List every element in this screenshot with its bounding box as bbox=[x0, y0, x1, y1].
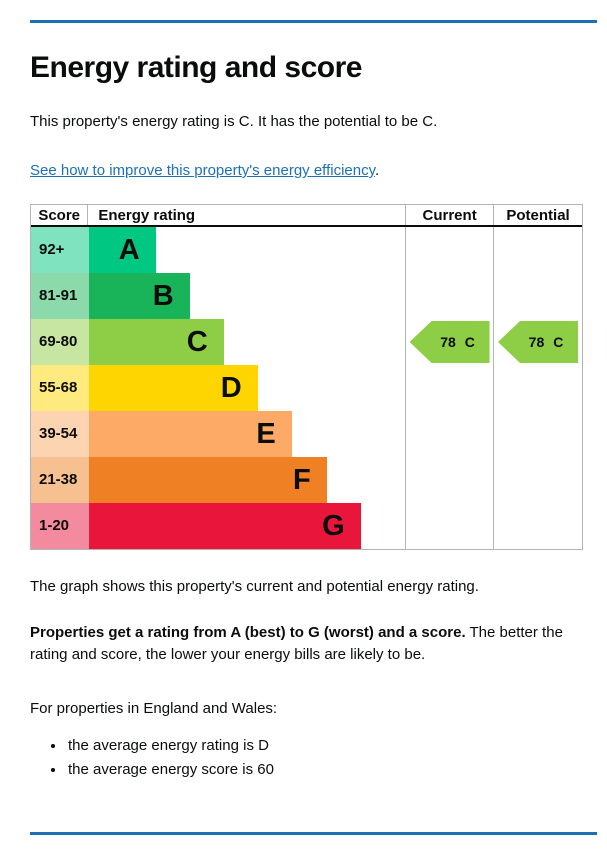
current-cell-f bbox=[405, 457, 493, 503]
energy-rating-chart: Score Energy rating Current Potential 92… bbox=[30, 204, 583, 550]
band-bar-a: A bbox=[88, 227, 156, 273]
band-row-c: 69-80 C 78 C 78 C bbox=[31, 319, 582, 365]
score-range-a: 92+ bbox=[31, 227, 89, 273]
graph-caption: The graph shows this property's current … bbox=[30, 578, 479, 595]
score-range-g: 1-20 bbox=[31, 503, 89, 549]
band-row-b: 81-91 B bbox=[31, 273, 582, 319]
score-range-f: 21-38 bbox=[31, 457, 89, 503]
current-band: C bbox=[464, 334, 475, 350]
current-cell-a bbox=[405, 227, 493, 273]
improve-efficiency-link[interactable]: See how to improve this property's energ… bbox=[30, 162, 375, 179]
top-divider bbox=[30, 20, 597, 23]
link-suffix: . bbox=[374, 162, 380, 179]
band-bar-g: G bbox=[88, 503, 361, 549]
current-cell-d bbox=[405, 365, 493, 411]
potential-band: C bbox=[553, 334, 564, 350]
chart-header-row: Score Energy rating Current Potential bbox=[31, 205, 582, 227]
band-row-g: 1-20 G bbox=[31, 503, 582, 549]
current-score: 78 bbox=[440, 334, 456, 350]
band-bar-f: F bbox=[88, 457, 327, 503]
potential-cell-a bbox=[493, 227, 582, 273]
rating-explainer-rest: The better the rating and score, the low… bbox=[30, 624, 563, 663]
potential-rating-arrow: 78 C bbox=[498, 321, 579, 363]
score-range-e: 39-54 bbox=[31, 411, 89, 457]
average-rating-item: the average energy rating is D bbox=[66, 734, 597, 758]
potential-cell-f bbox=[493, 457, 582, 503]
band-bar-b: B bbox=[88, 273, 190, 319]
potential-cell-e bbox=[493, 411, 582, 457]
score-range-c: 69-80 bbox=[31, 319, 89, 365]
band-row-d: 55-68 D bbox=[31, 365, 582, 411]
current-cell-e bbox=[405, 411, 493, 457]
band-row-e: 39-54 E bbox=[31, 411, 582, 457]
column-header-current: Current bbox=[405, 205, 493, 225]
current-cell-g bbox=[405, 503, 493, 549]
band-row-f: 21-38 F bbox=[31, 457, 582, 503]
score-range-d: 55-68 bbox=[31, 365, 89, 411]
band-bar-d: D bbox=[88, 365, 258, 411]
band-bar-c: C bbox=[88, 319, 224, 365]
band-row-a: 92+ A bbox=[31, 227, 582, 273]
intro-text: This property's energy rating is C. It h… bbox=[30, 113, 438, 130]
potential-cell-c: 78 C bbox=[493, 319, 582, 365]
rating-explainer-bold: Properties get a rating from A (best) to… bbox=[30, 624, 466, 641]
score-range-b: 81-91 bbox=[31, 273, 89, 319]
column-header-potential: Potential bbox=[493, 205, 582, 225]
averages-list: the average energy rating is D the avera… bbox=[30, 734, 597, 782]
column-header-energy-rating: Energy rating bbox=[98, 207, 196, 224]
current-cell-b bbox=[405, 273, 493, 319]
potential-cell-d bbox=[493, 365, 582, 411]
improve-link-paragraph: See how to improve this property's energ… bbox=[30, 160, 583, 182]
page-title: Energy rating and score bbox=[30, 51, 362, 84]
average-score-item: the average energy score is 60 bbox=[66, 758, 597, 782]
band-bar-e: E bbox=[88, 411, 292, 457]
page: Energy rating and score This property's … bbox=[0, 0, 607, 835]
potential-cell-g bbox=[493, 503, 582, 549]
bottom-divider bbox=[30, 832, 597, 835]
current-cell-c: 78 C bbox=[405, 319, 493, 365]
current-rating-arrow: 78 C bbox=[409, 321, 490, 363]
potential-cell-b bbox=[493, 273, 582, 319]
potential-score: 78 bbox=[528, 334, 545, 350]
rating-explainer: Properties get a rating from A (best) to… bbox=[30, 622, 583, 666]
averages-heading: For properties in England and Wales: bbox=[30, 700, 278, 717]
column-header-score: Score bbox=[31, 205, 89, 225]
